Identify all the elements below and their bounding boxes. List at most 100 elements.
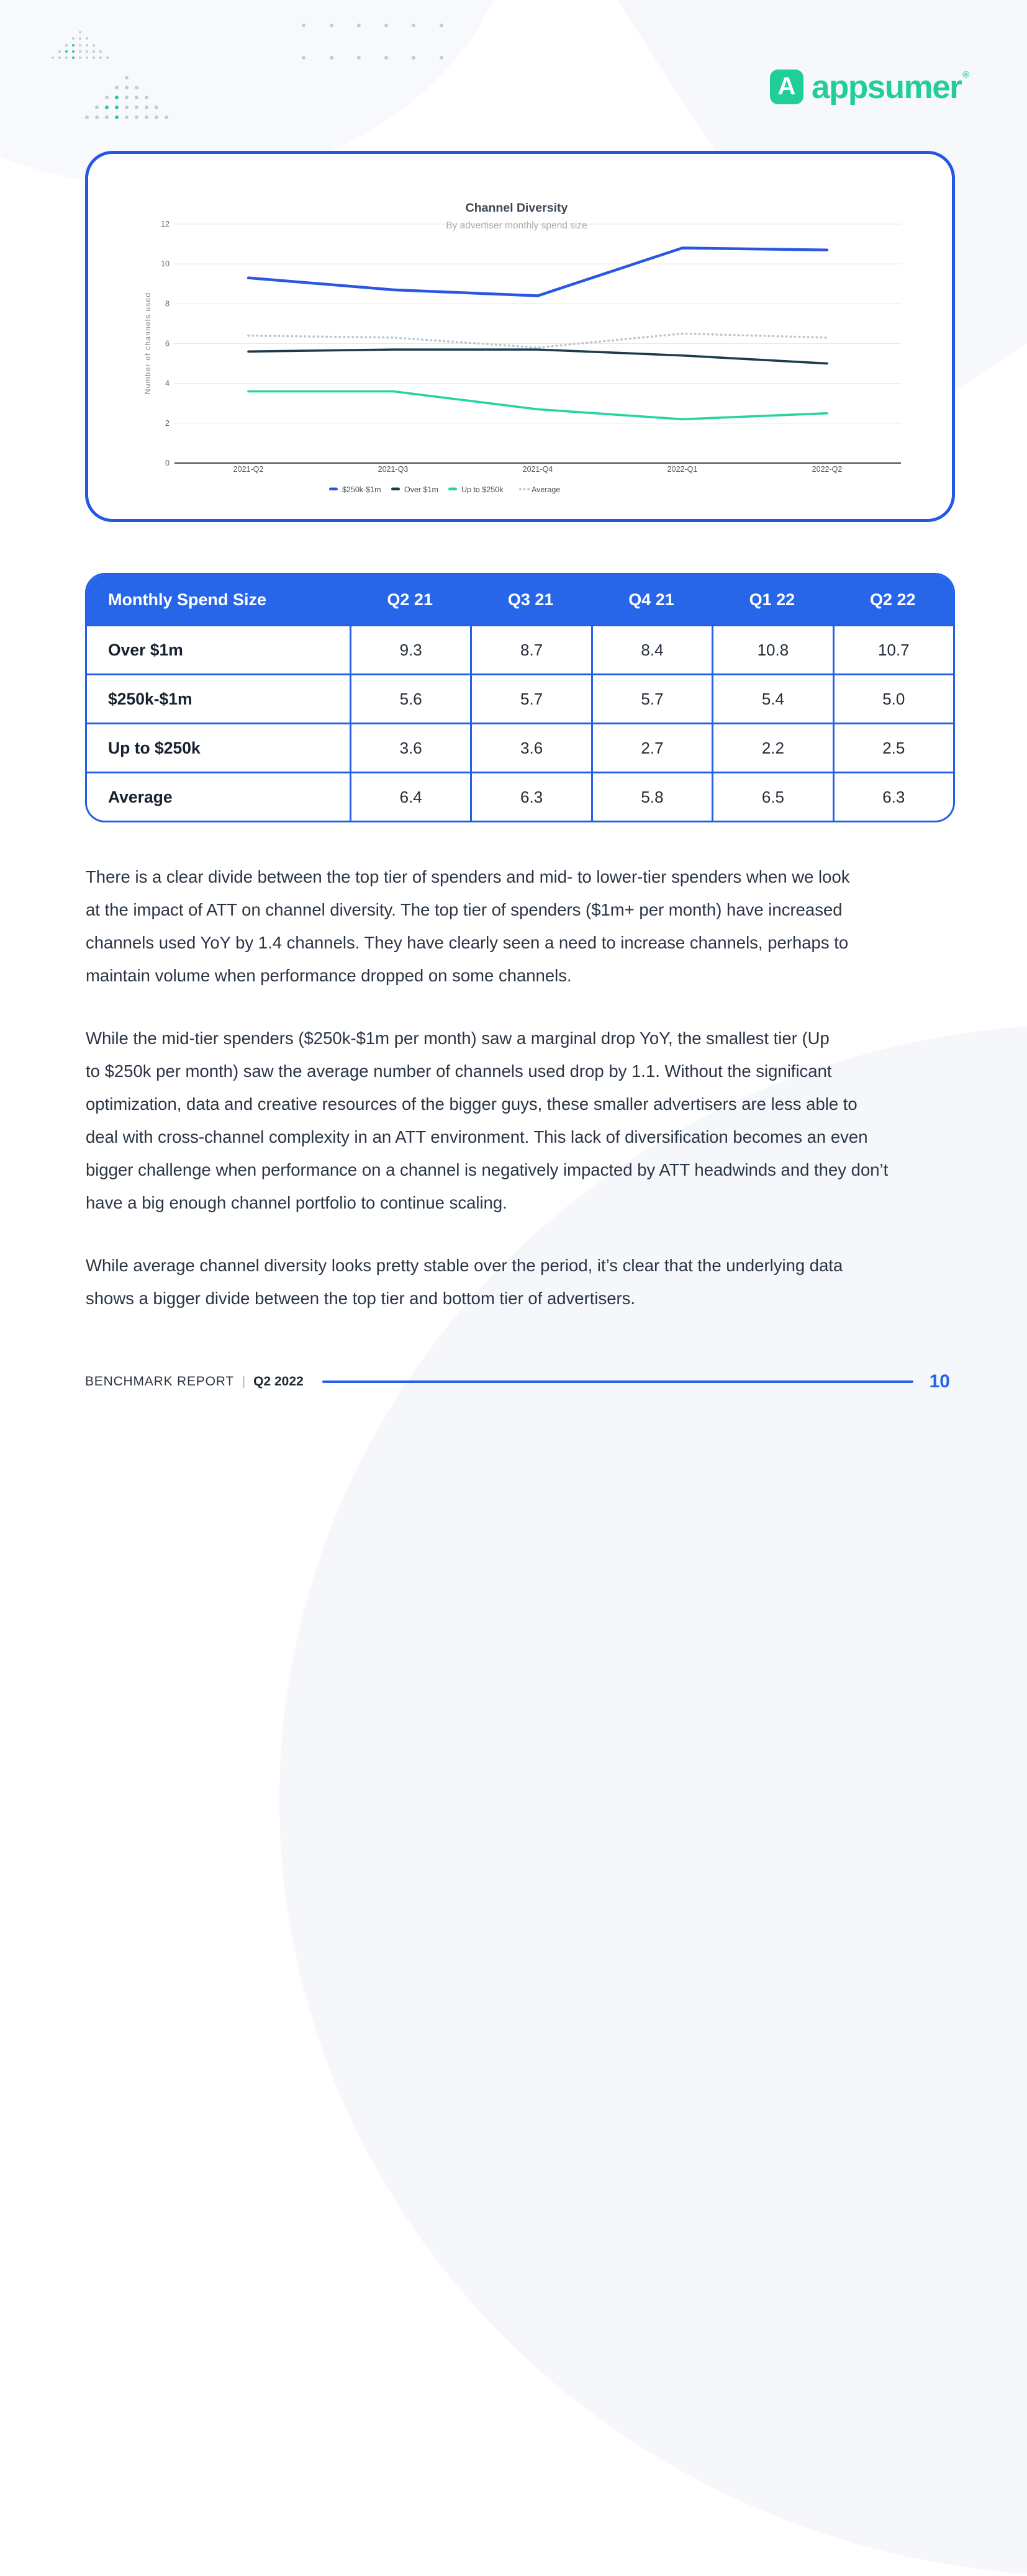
y-tick-label: 8	[165, 299, 170, 308]
series-line-1	[247, 348, 828, 365]
text-line: There is a clear divide between the top …	[86, 867, 850, 886]
table-cell: 5.4	[712, 675, 832, 723]
table-cell: 10.8	[712, 626, 832, 673]
y-tick-label: 2	[165, 419, 170, 428]
body-paragraph-2: While the mid-tier spenders ($250k-$1m p…	[86, 1022, 943, 1219]
legend-label: Up to $250k	[461, 485, 504, 494]
chart-title: Channel Diversity	[466, 201, 568, 215]
dot	[99, 56, 102, 60]
legend-item-3: Average	[519, 485, 560, 494]
dot	[125, 76, 129, 79]
row-label: Up to $250k	[108, 738, 201, 757]
table-header-cell: Monthly Spend Size	[108, 590, 267, 609]
dot	[65, 56, 68, 60]
row-label: $250k-$1m	[108, 689, 192, 708]
page-number: 10	[929, 1371, 950, 1392]
text-line: optimization, data and creative resource…	[86, 1094, 857, 1114]
x-tick-label: 2022-Q2	[812, 465, 843, 474]
table-cell: 5.8	[590, 773, 712, 821]
channel-diversity-chart-card: 0 2 4 6 8 10 12 2021-Q2 2021-Q3 2021-Q4 2022-Q1 202…	[85, 151, 955, 522]
dot	[105, 106, 109, 109]
legend-label: $250k-$1m	[342, 485, 381, 494]
legend-marker	[329, 487, 338, 490]
dot	[115, 96, 119, 99]
dot	[165, 115, 168, 119]
brand-logo: A appsumer ®	[770, 70, 969, 106]
x-tick-label: 2021-Q2	[233, 465, 264, 474]
x-tick-label: 2021-Q3	[378, 465, 409, 474]
dot	[302, 24, 306, 27]
table-row: Up to $250k 3.6 3.6 2.7 2.2 2.5	[87, 723, 953, 772]
y-tick-label: 4	[165, 379, 170, 388]
dot	[125, 96, 129, 99]
table-cell: 5.6	[350, 675, 470, 723]
dot	[115, 106, 119, 109]
text-line: deal with cross-channel complexity in an…	[86, 1127, 868, 1146]
text-line: have a big enough channel portfolio to c…	[86, 1193, 507, 1212]
dot	[52, 56, 54, 60]
table-cell: 6.4	[350, 773, 470, 821]
dot	[115, 115, 119, 119]
dot	[93, 50, 95, 53]
dot	[105, 96, 109, 99]
row-label: Over $1m	[108, 640, 183, 659]
legend-label: Average	[532, 485, 560, 494]
dot	[65, 50, 68, 53]
dot	[329, 56, 333, 60]
text-line: maintain volume when performance dropped…	[86, 966, 572, 985]
text-line: shows a bigger divide between the top ti…	[86, 1289, 636, 1308]
y-tick-label: 12	[161, 220, 170, 228]
page-footer: BENCHMARK REPORT | Q2 2022 10	[85, 1369, 950, 1394]
dot	[95, 115, 99, 119]
table-cell: 3.6	[350, 724, 470, 772]
table-header-cell: Q4 21	[628, 590, 674, 609]
dot	[356, 56, 361, 60]
legend-marker	[527, 488, 530, 490]
dot	[155, 106, 158, 109]
decorative-dot-patterns	[0, 0, 1027, 161]
body-paragraph-1: There is a clear divide between the top …	[86, 860, 943, 992]
logo-a-icon: A	[770, 70, 803, 104]
body-paragraph-3: While average channel diversity looks pr…	[86, 1249, 943, 1315]
dot	[384, 24, 389, 27]
dot	[86, 37, 88, 40]
table-header-cell: Q2 21	[387, 590, 433, 609]
dot	[135, 115, 138, 119]
y-axis-label: Number of channels used	[143, 292, 152, 394]
dot	[79, 43, 81, 47]
dot	[86, 43, 88, 47]
dot	[329, 24, 333, 27]
legend-marker	[391, 487, 400, 490]
dot	[72, 50, 75, 53]
table-cell: 10.7	[832, 626, 953, 673]
footer-rule	[322, 1380, 913, 1383]
dot	[135, 86, 138, 89]
dot	[65, 43, 68, 47]
dot	[86, 56, 88, 60]
report-page: { "logo": { "brand": "appsumer", "regist…	[0, 0, 1027, 1394]
dot	[115, 86, 119, 89]
table-cell: 3.6	[470, 724, 590, 772]
table-cell: 5.7	[590, 675, 712, 723]
dot	[125, 115, 129, 119]
dot	[93, 43, 95, 47]
dot	[72, 56, 75, 60]
text-line: channels used YoY by 1.4 channels. They …	[86, 933, 849, 952]
table-row: Average 6.4 6.3 5.8 6.5 6.3	[87, 772, 953, 821]
dot	[72, 37, 75, 40]
dot	[106, 56, 109, 60]
text-line: bigger challenge when performance on a c…	[86, 1160, 889, 1179]
text-line: at the impact of ATT on channel diversit…	[86, 900, 843, 919]
dot	[105, 115, 109, 119]
table-cell: 6.3	[832, 773, 953, 821]
table-header-cell: Q1 22	[749, 590, 795, 609]
y-tick-label: 0	[165, 459, 170, 467]
table-cell: 8.7	[470, 626, 590, 673]
dot	[145, 115, 148, 119]
dot	[302, 56, 306, 60]
dot	[135, 96, 138, 99]
dot	[72, 43, 75, 47]
dot	[439, 24, 443, 27]
x-tick-label: 2022-Q1	[667, 465, 698, 474]
y-tick-label: 6	[165, 340, 170, 348]
